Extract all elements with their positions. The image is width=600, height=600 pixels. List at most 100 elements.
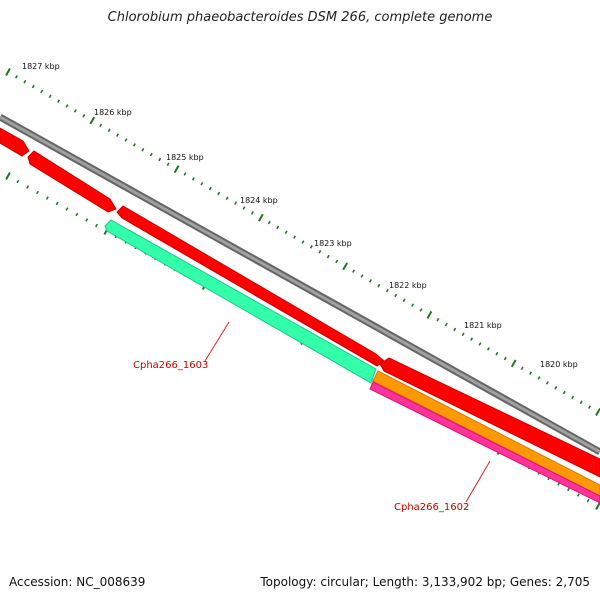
minor-tick (200, 181, 204, 186)
major-tick (257, 213, 264, 222)
minor-tick (529, 371, 533, 375)
minor-tick (545, 381, 549, 385)
minor-tick (461, 332, 465, 337)
minor-tick (242, 206, 246, 210)
accession-label: Accession: NC_008639 (9, 575, 146, 589)
scale-label: 1821 kbp (464, 321, 502, 330)
minor-tick (276, 225, 280, 230)
label-leader-line (204, 321, 230, 362)
minor-tick (586, 498, 590, 503)
major-tick (595, 408, 600, 416)
minor-tick (520, 366, 524, 371)
major-tick (342, 262, 349, 271)
scale-label: 1822 kbp (389, 281, 427, 290)
major-tick (510, 359, 517, 368)
minor-tick (576, 493, 580, 497)
major-tick (5, 68, 11, 76)
genome-summary: Topology: circular; Length: 3,133,902 bp… (260, 575, 590, 589)
minor-tick (537, 376, 541, 380)
gene-label-cpha266-1602[interactable]: Cpha266_1602 (394, 502, 469, 513)
minor-tick (107, 128, 111, 133)
minor-tick (385, 288, 389, 293)
gene-arrow-red[interactable] (116, 205, 385, 367)
minor-tick (208, 186, 212, 191)
gene-arrow-red[interactable] (379, 357, 600, 478)
minor-tick (40, 89, 44, 94)
major-tick (5, 172, 11, 180)
minor-tick (411, 303, 415, 307)
minor-tick (562, 390, 566, 395)
minor-tick (16, 179, 20, 184)
minor-tick (85, 218, 89, 222)
label-leader-line (465, 460, 491, 503)
minor-tick (377, 283, 381, 288)
minor-tick (217, 191, 221, 196)
minor-tick (141, 147, 145, 152)
minor-tick (45, 196, 49, 200)
minor-tick (293, 235, 297, 239)
gene-arrow-pink[interactable] (369, 381, 600, 504)
minor-tick (503, 356, 507, 361)
minor-tick (14, 75, 18, 79)
minor-tick (65, 207, 69, 211)
minor-tick (309, 245, 313, 249)
minor-tick (419, 308, 423, 312)
gene-arrow-red[interactable] (0, 127, 30, 157)
minor-tick (394, 293, 398, 298)
major-tick (426, 310, 433, 319)
minor-tick (318, 249, 322, 254)
minor-tick (183, 172, 187, 176)
minor-tick (95, 223, 98, 228)
minor-tick (158, 157, 162, 162)
major-tick (89, 116, 96, 125)
minor-tick (26, 185, 30, 189)
scale-label: 1823 kbp (314, 239, 352, 248)
gene-arrow-green[interactable] (104, 219, 377, 384)
minor-tick (166, 162, 170, 167)
minor-tick (352, 269, 356, 273)
minor-tick (55, 201, 59, 206)
genome-backbone (0, 113, 600, 456)
minor-tick (402, 298, 406, 303)
minor-tick (478, 342, 482, 346)
gene-arrow-orange[interactable] (372, 370, 600, 497)
minor-tick (453, 327, 457, 332)
minor-tick (132, 143, 136, 147)
major-tick (595, 502, 600, 510)
minor-tick (579, 400, 583, 405)
reverse-strand-genes (104, 219, 600, 504)
scale-label: 1826 kbp (94, 108, 132, 117)
minor-tick (335, 259, 339, 264)
minor-tick (75, 212, 79, 217)
minor-tick (234, 201, 238, 205)
minor-tick (588, 405, 592, 409)
minor-tick (36, 190, 39, 195)
scale-label: 1825 kbp (166, 153, 204, 162)
minor-tick (250, 211, 254, 215)
genome-title: Chlorobium phaeobacteroides DSM 266, com… (107, 10, 493, 25)
minor-tick (326, 254, 330, 259)
minor-tick (301, 240, 305, 244)
minor-tick (225, 196, 229, 201)
minor-tick (65, 104, 69, 108)
minor-tick (571, 395, 575, 400)
minor-tick (267, 220, 271, 225)
scale-label: 1827 kbp (22, 62, 60, 71)
minor-tick (73, 109, 77, 113)
minor-tick (360, 274, 364, 278)
gene-arrow-red[interactable] (27, 150, 117, 213)
minor-tick (567, 487, 570, 492)
minor-tick (368, 279, 372, 283)
scale-label: 1820 kbp (540, 360, 578, 369)
minor-tick (486, 347, 490, 351)
gene-label-cpha266-1603[interactable]: Cpha266_1603 (133, 360, 208, 371)
forward-strand-genes (0, 127, 600, 478)
minor-tick (82, 113, 86, 118)
outer-scale-ticks (5, 68, 600, 416)
scale-label: 1824 kbp (240, 196, 278, 205)
minor-tick (99, 123, 103, 128)
minor-tick (48, 94, 52, 99)
minor-tick (31, 84, 35, 89)
minor-tick (284, 230, 288, 235)
